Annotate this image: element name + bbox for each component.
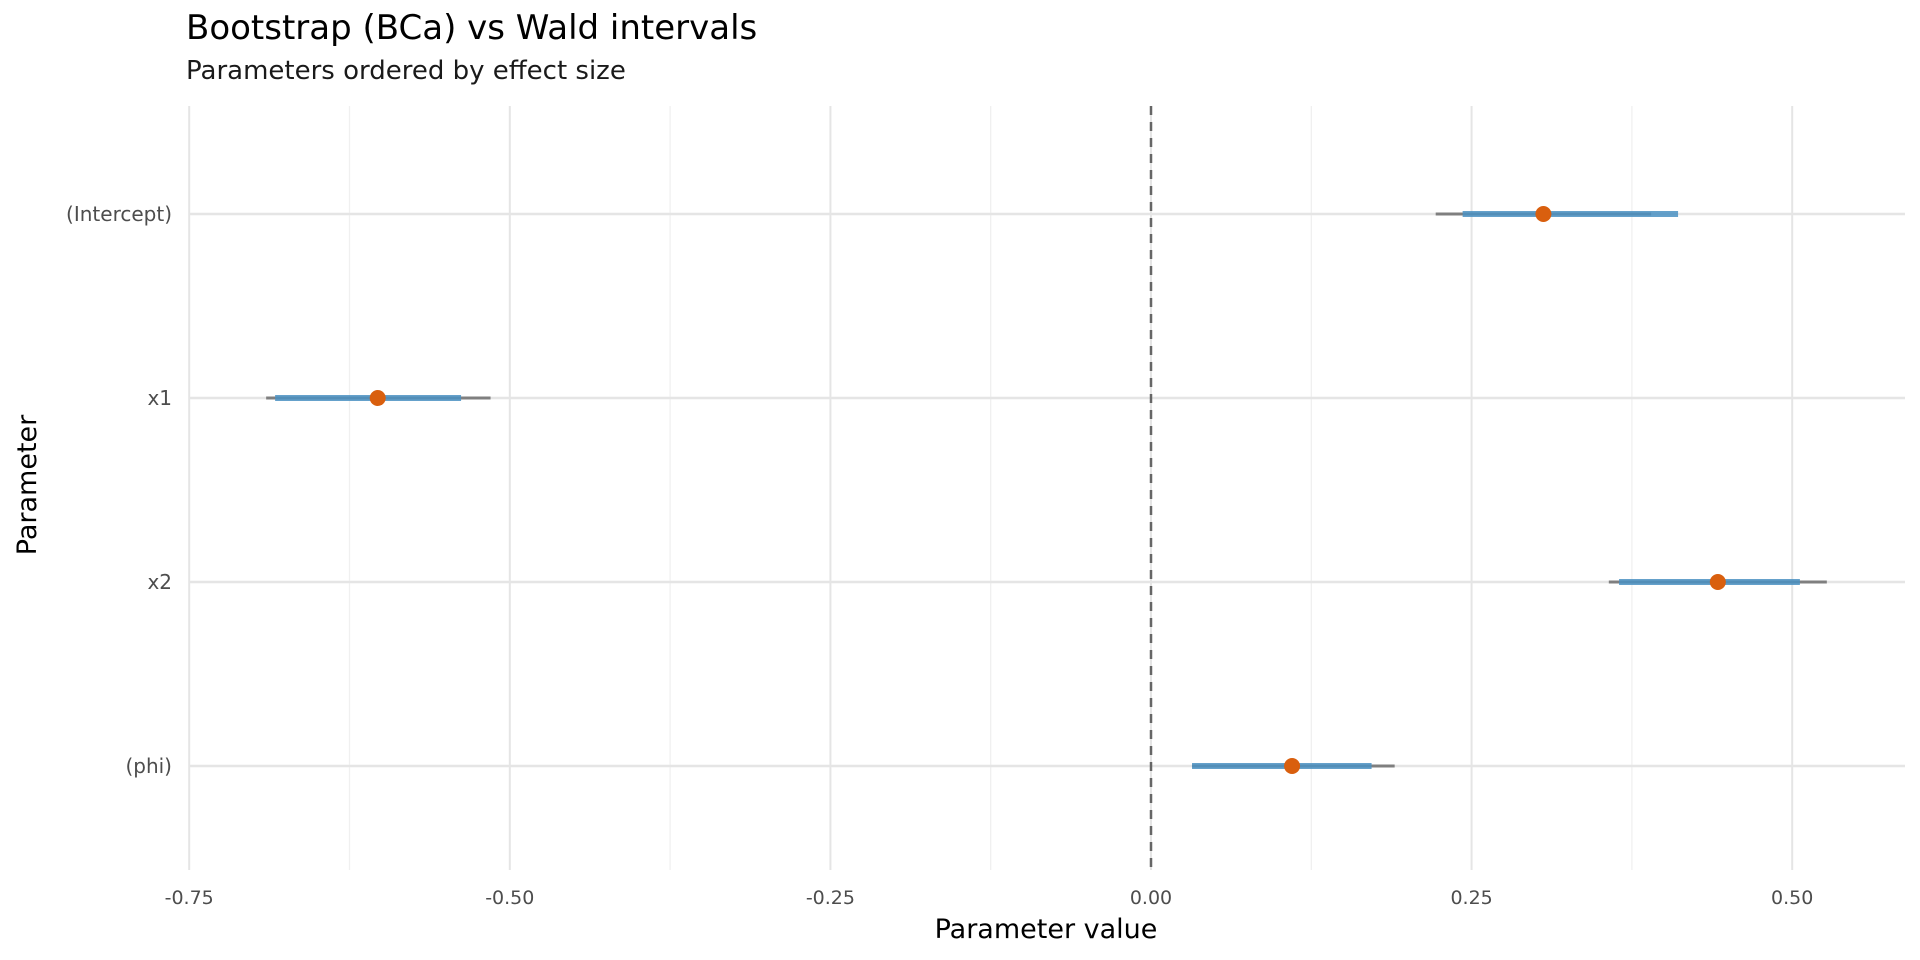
x-tick-label: 0.25 bbox=[1450, 887, 1492, 909]
chart-title: Bootstrap (BCa) vs Wald intervals bbox=[186, 8, 758, 48]
axis-layer: -0.75 -0.50 -0.25 0.00 0.25 0.50 (Intercept) x1… bbox=[66, 202, 1813, 909]
chart-subtitle: Parameters ordered by effect size bbox=[186, 56, 626, 86]
y-category-label: x2 bbox=[147, 570, 172, 594]
y-category-label: (Intercept) bbox=[66, 202, 172, 226]
x-axis-title: Parameter value bbox=[935, 914, 1158, 945]
x-tick-label: -0.50 bbox=[485, 887, 534, 909]
point-estimate bbox=[369, 390, 386, 406]
x-tick-label: -0.75 bbox=[165, 887, 214, 909]
x-tick-label: -0.25 bbox=[806, 887, 855, 909]
point-estimate bbox=[1709, 574, 1726, 590]
y-category-label: x1 bbox=[147, 386, 172, 410]
x-tick-label: 0.50 bbox=[1771, 887, 1813, 909]
y-category-label: (phi) bbox=[125, 754, 172, 778]
point-layer bbox=[369, 206, 1726, 774]
y-axis-title: Parameter bbox=[12, 414, 43, 555]
interval-layer bbox=[266, 211, 1827, 769]
x-tick-label: 0.00 bbox=[1130, 887, 1172, 909]
grid-layer bbox=[188, 106, 1905, 870]
point-estimate bbox=[1535, 206, 1552, 222]
point-estimate bbox=[1284, 758, 1301, 774]
